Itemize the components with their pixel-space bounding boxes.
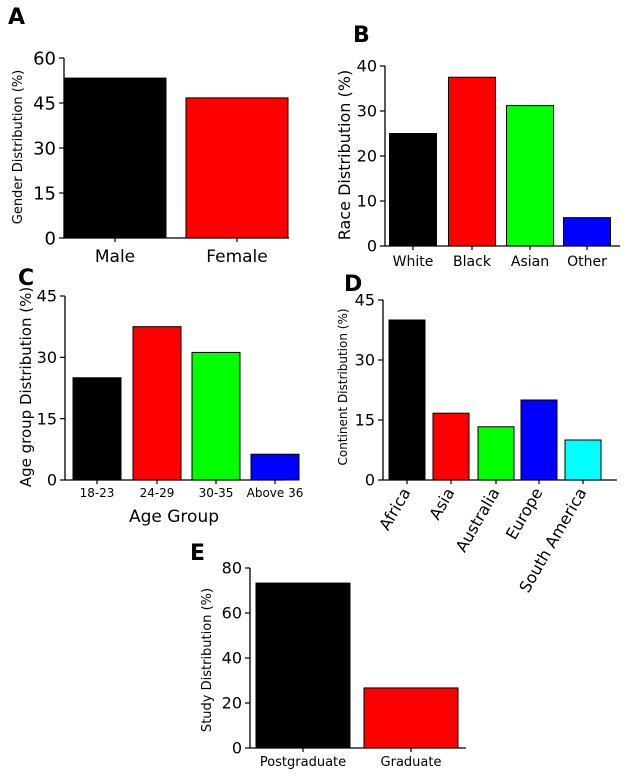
y-tick-label: 80	[222, 559, 242, 578]
panel-c-yticks: 0 15 30 45	[37, 287, 65, 490]
panel-e-ylabel: Study Distribution (%)	[200, 588, 215, 732]
x-tick-label: Postgraduate	[260, 755, 346, 770]
panel-c-axes	[64, 296, 283, 481]
x-tick-label: Australia	[452, 485, 504, 556]
panel-e-yticks: 0 20 40 60 80	[222, 559, 250, 758]
panel-c-bars	[72, 326, 300, 481]
bar-30-35	[191, 351, 241, 481]
panel-d-axes	[382, 300, 617, 481]
bar-above-36	[250, 453, 300, 481]
x-tick-label: Female	[206, 247, 267, 267]
x-tick-label: White	[393, 254, 434, 270]
y-tick-label: 30	[33, 138, 56, 159]
panel-e-bars	[255, 582, 459, 749]
panel-b-yticks: 0 10 20 30 40	[357, 57, 385, 256]
y-tick-label: 30	[355, 351, 375, 370]
panel-b-axes	[384, 66, 620, 247]
panel-b: B Race Distribution (%) 0 10 20 30 40 White B…	[335, 23, 620, 270]
x-tick-label: 24-29	[140, 486, 175, 500]
x-tick-label: Male	[95, 247, 135, 267]
x-tick-label: 30-35	[199, 486, 234, 500]
bar-asian	[506, 105, 554, 247]
y-tick-label: 20	[357, 147, 377, 166]
panel-e: E Study Distribution (%) 0 20 40 60 80 Postg…	[190, 541, 466, 770]
x-tick-label: Black	[453, 254, 492, 270]
bar-postgraduate	[255, 582, 351, 749]
panel-b-bars	[389, 76, 611, 247]
bar-other	[563, 217, 611, 247]
bar-male	[63, 77, 167, 239]
bar-female	[185, 97, 289, 239]
bar-black	[448, 76, 496, 247]
bar-europe	[520, 399, 558, 481]
y-tick-label: 0	[232, 739, 242, 758]
panel-d-letter: D	[344, 272, 362, 297]
panel-d-yticks: 0 15 30 45	[355, 291, 383, 490]
x-tick-label: Graduate	[381, 755, 442, 770]
panel-d-bars	[388, 319, 602, 481]
panel-d: D Continent Distribution (%) 0 15 30 45 Afr…	[336, 272, 617, 596]
y-tick-label: 0	[45, 228, 56, 249]
panel-a-xticks: Male Female	[95, 238, 268, 267]
panel-c-xticks: 18-23 24-29 30-35 Above 36	[80, 480, 304, 500]
y-tick-label: 0	[47, 471, 57, 490]
x-tick-label: Asia	[425, 485, 458, 524]
y-tick-label: 15	[355, 411, 375, 430]
panel-b-xticks: White Black Asian Other	[393, 246, 607, 270]
bar-asia	[432, 412, 470, 481]
panel-e-letter: E	[190, 541, 205, 566]
x-tick-label: Africa	[375, 485, 414, 534]
panel-a-axes	[63, 58, 289, 239]
y-tick-label: 45	[37, 287, 57, 306]
y-tick-label: 30	[37, 348, 57, 367]
y-tick-label: 10	[357, 192, 377, 211]
panel-b-ylabel: Race Distribution (%)	[335, 70, 354, 240]
bar-graduate	[363, 687, 459, 749]
y-tick-label: 40	[357, 57, 377, 76]
bar-24-29	[132, 326, 182, 481]
y-tick-label: 0	[365, 471, 375, 490]
x-tick-label: Europe	[502, 485, 547, 543]
y-tick-label: 0	[367, 237, 377, 256]
panel-a-letter: A	[8, 5, 25, 30]
panel-e-xticks: Postgraduate Graduate	[260, 748, 442, 770]
bar-south-america	[564, 439, 602, 481]
x-tick-label: Asian	[511, 254, 549, 270]
panel-a-yticks: 0 15 30 45 60	[33, 48, 64, 249]
panel-a: A Gender Distribution (%) 0 15 30 45 60 Male…	[8, 5, 289, 267]
panel-c: C Age group Distribution (%) 0 15 30 45 18-…	[17, 266, 303, 527]
y-tick-label: 60	[33, 48, 56, 69]
x-tick-label: Above 36	[247, 486, 304, 500]
x-tick-label: Other	[567, 254, 607, 270]
bar-africa	[388, 319, 426, 481]
y-tick-label: 60	[222, 604, 242, 623]
x-tick-label: 18-23	[80, 486, 115, 500]
y-tick-label: 15	[33, 183, 56, 204]
y-tick-label: 45	[33, 93, 56, 114]
y-tick-label: 15	[37, 409, 57, 428]
panel-d-ylabel: Continent Distribution (%)	[336, 308, 350, 465]
panel-e-axes	[249, 568, 466, 749]
panel-c-ylabel: Age group Distribution (%)	[17, 287, 35, 487]
panel-a-bars	[63, 77, 289, 239]
panel-c-xlabel: Age Group	[129, 507, 219, 527]
bar-australia	[477, 426, 515, 481]
y-tick-label: 30	[357, 102, 377, 121]
panel-a-ylabel: Gender Distribution (%)	[11, 70, 26, 225]
panel-b-letter: B	[353, 23, 370, 48]
y-tick-label: 45	[355, 291, 375, 310]
bar-white	[389, 133, 437, 247]
bar-18-23	[72, 377, 122, 481]
panel-c-letter: C	[18, 266, 34, 291]
y-tick-label: 20	[222, 694, 242, 713]
y-tick-label: 40	[222, 649, 242, 668]
